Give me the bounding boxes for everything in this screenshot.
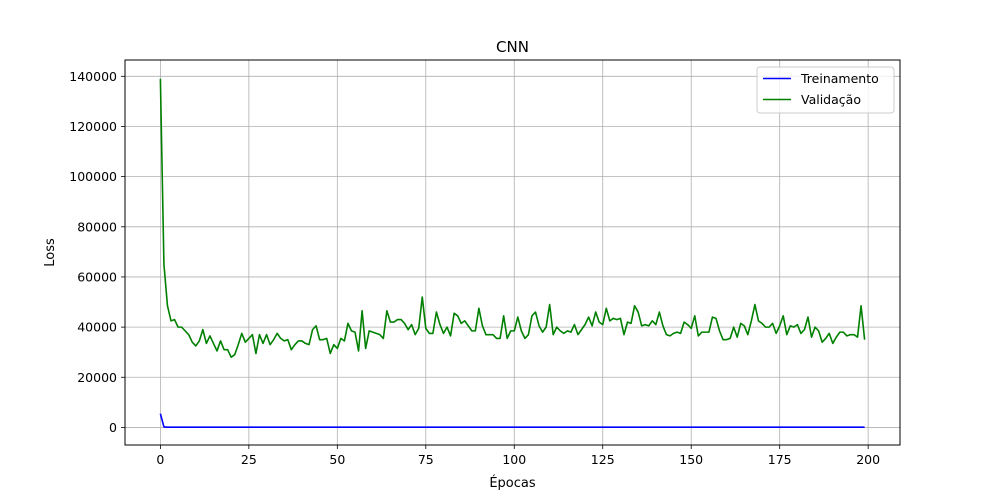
legend-label-treinamento: Treinamento [800, 71, 879, 86]
x-tick-label: 200 [856, 452, 880, 467]
x-tick-label: 125 [591, 452, 615, 467]
plot-frame [124, 59, 901, 446]
y-axis-label: Loss [43, 238, 58, 267]
y-tick-label: 140000 [69, 69, 117, 84]
y-tick-label: 100000 [69, 169, 117, 184]
y-tick-label: 60000 [77, 269, 117, 284]
series-line-validacao [159, 78, 866, 359]
y-tick-label: 20000 [77, 370, 117, 385]
series-line-treinamento [159, 413, 865, 428]
x-tick-label: 100 [502, 452, 526, 467]
chart-title: CNN [496, 38, 529, 56]
legend-box [756, 66, 895, 114]
x-tick-label: 25 [241, 452, 257, 467]
y-tick-label: 40000 [77, 320, 117, 335]
y-tick-label: 120000 [69, 119, 117, 134]
x-tick-label: 50 [329, 452, 345, 467]
x-axis-label: Épocas [489, 475, 536, 491]
legend-label-validacao: Validação [801, 92, 861, 107]
x-tick-label: 75 [418, 452, 434, 467]
y-tick-label: 80000 [77, 219, 117, 234]
x-tick-label: 175 [768, 452, 792, 467]
series-lines [159, 78, 866, 428]
legend: Treinamento Validação [756, 66, 895, 114]
x-tick-label: 150 [679, 452, 703, 467]
y-tick-label: 0 [109, 420, 117, 435]
x-tick-label: 0 [156, 452, 164, 467]
ticks: 0 25 50 75 100 125 150 175 200 0 20000 40000 60000 80… [69, 69, 880, 467]
